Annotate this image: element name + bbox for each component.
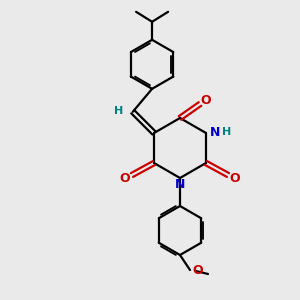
Text: O: O bbox=[120, 172, 130, 184]
Text: O: O bbox=[192, 265, 202, 278]
Text: H: H bbox=[114, 106, 123, 116]
Text: N: N bbox=[175, 178, 185, 191]
Text: O: O bbox=[201, 94, 211, 106]
Text: N: N bbox=[210, 125, 220, 139]
Text: O: O bbox=[230, 172, 240, 184]
Text: H: H bbox=[222, 127, 231, 137]
